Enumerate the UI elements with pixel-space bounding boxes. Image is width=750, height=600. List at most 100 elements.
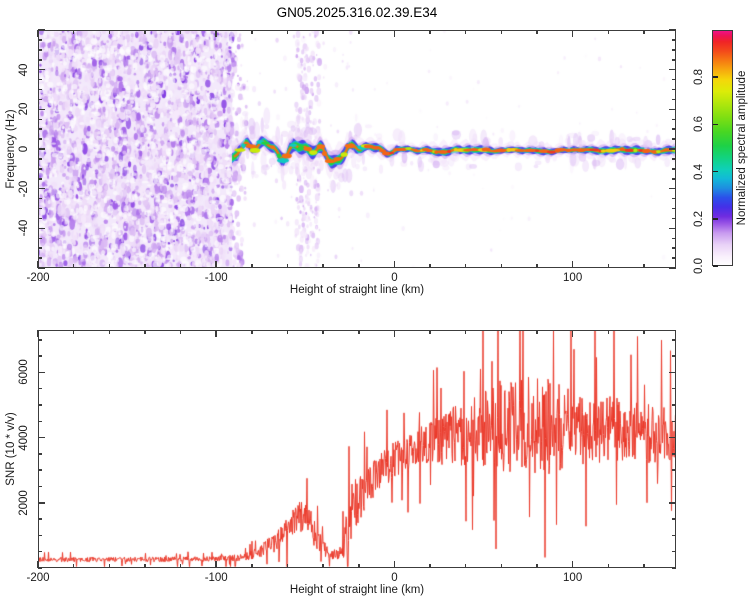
- axis-tick: [38, 247, 42, 249]
- axis-tick: [144, 330, 146, 334]
- axis-tick: [669, 436, 676, 439]
- axis-tick: [215, 330, 217, 337]
- axis-tick: [358, 564, 360, 568]
- colorbar-tick-label: 0.8: [693, 69, 705, 86]
- axis-tick: [672, 88, 676, 91]
- axis-tick: [215, 30, 217, 37]
- axis-tick: [37, 330, 39, 337]
- spectrogram-x-axis-label: Height of straight line (km): [289, 284, 425, 296]
- axis-tick: [37, 30, 39, 37]
- axis-tick: [669, 29, 676, 31]
- axis-tick: [144, 30, 146, 34]
- axis-tick: [38, 502, 45, 504]
- axis-tick: [251, 30, 253, 34]
- axis-tick: [672, 78, 676, 81]
- axis-tick: [179, 330, 182, 334]
- axis-tick: [38, 267, 45, 269]
- y-tick-label: -40: [18, 220, 30, 237]
- axis-tick: [669, 267, 676, 269]
- axis-tick: [251, 564, 253, 568]
- axis-tick: [286, 264, 289, 268]
- axis-tick: [38, 217, 42, 220]
- axis-tick: [72, 264, 75, 268]
- axis-tick: [108, 264, 111, 268]
- x-tick-label: -100: [204, 272, 228, 284]
- axis-tick: [38, 108, 45, 111]
- axis-tick: [38, 168, 42, 170]
- y-tick-label: 2000: [18, 489, 30, 516]
- y-tick-label: 20: [18, 102, 30, 116]
- axis-tick: [669, 108, 676, 111]
- axis-tick: [215, 561, 217, 568]
- colorbar-tick-label: 0.0: [693, 258, 705, 274]
- y-tick-label: -20: [18, 180, 30, 197]
- x-tick-label: -200: [26, 572, 50, 584]
- axis-tick: [38, 49, 42, 51]
- axis-tick: [643, 330, 645, 334]
- axis-tick: [669, 371, 676, 374]
- axis-tick: [38, 197, 42, 200]
- axis-tick: [672, 197, 676, 200]
- axis-tick: [179, 264, 182, 268]
- axis-tick: [144, 264, 146, 268]
- axis-tick: [38, 98, 42, 101]
- axis-tick: [72, 330, 75, 334]
- axis-tick: [38, 68, 45, 71]
- axis-tick: [144, 564, 146, 568]
- axis-tick: [38, 387, 42, 390]
- axis-tick: [672, 518, 676, 520]
- axis-tick: [38, 339, 42, 341]
- colorbar-tick-label: 0.4: [693, 163, 705, 180]
- axis-tick: [358, 330, 360, 334]
- x-tick-label: 0: [391, 572, 398, 584]
- axis-tick: [38, 207, 42, 210]
- axis-tick: [38, 371, 45, 374]
- axis-tick: [672, 469, 676, 471]
- axis-tick: [464, 330, 467, 334]
- axis-tick: [672, 138, 676, 140]
- axis-tick: [286, 330, 289, 334]
- axis-tick: [669, 502, 676, 504]
- colorbar: [712, 30, 733, 266]
- x-tick-label: 100: [563, 272, 583, 284]
- axis-tick: [358, 264, 360, 268]
- axis-tick: [251, 330, 253, 334]
- axis-tick: [429, 264, 431, 268]
- axis-tick: [571, 561, 574, 568]
- axis-tick: [37, 561, 39, 568]
- y-tick-label: 4000: [18, 424, 30, 451]
- axis-tick: [500, 330, 503, 334]
- axis-tick: [672, 49, 676, 51]
- axis-tick: [464, 30, 467, 34]
- colorbar-tick: [713, 76, 718, 78]
- spectrogram-canvas: [38, 30, 676, 268]
- axis-tick: [669, 148, 676, 150]
- axis-tick: [286, 30, 289, 34]
- axis-tick: [322, 330, 324, 334]
- axis-tick: [571, 330, 574, 337]
- axis-tick: [38, 138, 42, 140]
- axis-tick: [179, 564, 182, 568]
- spectrogram-y-axis-label: Frequency (Hz): [5, 109, 17, 189]
- axis-tick: [393, 561, 396, 568]
- axis-tick: [672, 550, 676, 553]
- y-tick-label: 40: [18, 63, 30, 77]
- axis-tick: [669, 68, 676, 71]
- axis-tick: [672, 567, 676, 569]
- axis-tick: [672, 485, 676, 488]
- axis-tick: [38, 257, 42, 259]
- axis-tick: [38, 355, 42, 357]
- axis-tick: [607, 330, 610, 334]
- axis-tick: [179, 30, 182, 34]
- snr-y-axis-label: SNR (10 * v/v): [5, 412, 17, 486]
- page-title: GN05.2025.316.02.39.E34: [276, 5, 438, 20]
- axis-tick: [38, 237, 42, 239]
- axis-tick: [669, 187, 676, 190]
- axis-tick: [643, 30, 645, 34]
- axis-tick: [500, 30, 503, 34]
- axis-tick: [672, 237, 676, 239]
- axis-tick: [38, 453, 42, 455]
- axis-tick: [38, 534, 42, 537]
- axis-tick: [251, 264, 253, 268]
